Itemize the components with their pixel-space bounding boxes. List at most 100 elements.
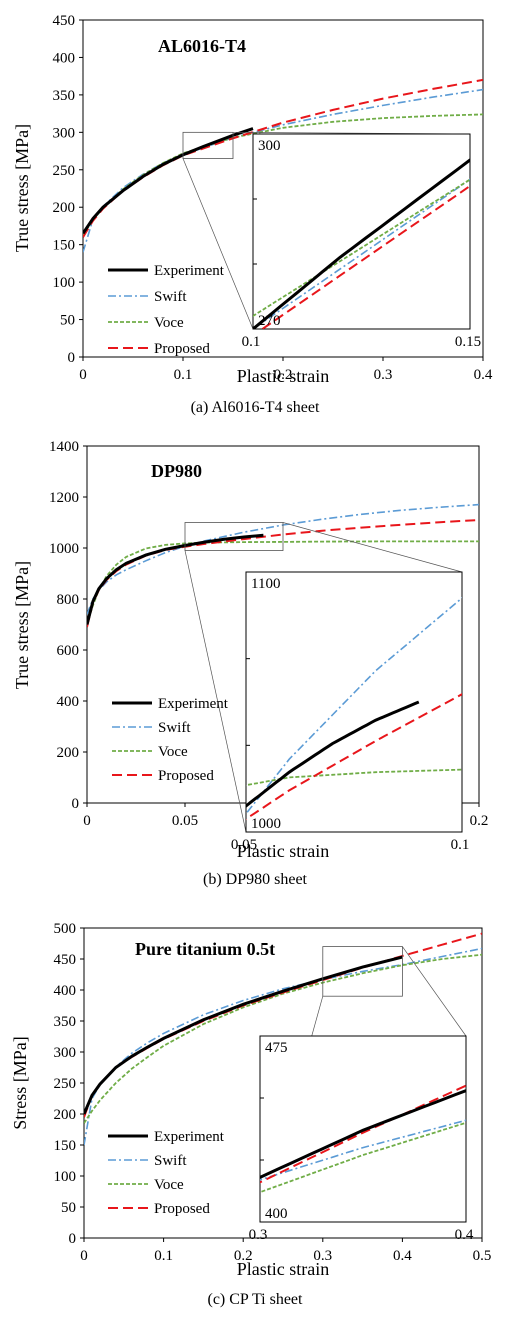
series-line-voce: [87, 540, 479, 625]
zoom-connector: [402, 946, 467, 1037]
y-tick-label: 500: [54, 921, 77, 937]
y-axis-label: True stress [MPa]: [12, 124, 32, 252]
legend-label-voce: Voce: [158, 744, 188, 760]
y-tick-label: 200: [53, 200, 76, 216]
y-tick-label: 0: [69, 1231, 77, 1247]
y-tick-label: 0: [68, 350, 76, 366]
y-tick-label: 350: [53, 88, 76, 104]
inset-series-line-swift: [246, 597, 462, 816]
inset-series-line-proposed: [260, 1084, 466, 1184]
inset-y-min-label: 270: [258, 313, 281, 329]
y-axis-label: True stress [MPa]: [12, 561, 32, 689]
y-tick-label: 600: [57, 643, 80, 659]
x-axis-label: Plastic strain: [237, 841, 330, 861]
y-tick-label: 200: [54, 1107, 77, 1123]
y-tick-label: 250: [54, 1076, 77, 1092]
inset-series-line-experiment: [253, 158, 470, 329]
chart-cp-ti: 0 50 100 150 200 250 300 350 400 450 500 0 0.1 0.2 0.3…: [10, 921, 491, 1308]
inset-y-max-label: 300: [258, 138, 281, 154]
y-axis-label: Stress [MPa]: [10, 1036, 30, 1130]
inset-series-line-experiment: [260, 1089, 466, 1180]
legend-label-experiment: Experiment: [158, 696, 229, 712]
inset-frame: [252, 133, 471, 330]
y-tick-label: 450: [53, 13, 76, 29]
inset-y-min-label: 1000: [251, 816, 281, 832]
x-tick-label: 0.1: [154, 1248, 173, 1264]
inset-series-line-voce: [253, 178, 470, 318]
inset-series-line-voce: [260, 1121, 466, 1194]
inset-series-line-voce: [246, 768, 462, 787]
x-tick-label: 0.3: [374, 367, 393, 383]
series-line-experiment: [87, 533, 264, 625]
legend-label-swift: Swift: [158, 720, 191, 736]
x-tick-label: 0.5: [473, 1248, 492, 1264]
inset-series-line-proposed: [246, 693, 462, 821]
zoom-connector: [182, 158, 254, 330]
x-tick-label: 0.3: [313, 1248, 332, 1264]
zoom-box: [322, 946, 403, 997]
inset-y-max-label: 475: [265, 1040, 288, 1056]
inset-frame: [245, 571, 463, 833]
chart-al6016: 0 50 100 150 200 250 300 350 400 450 0 0.1 0.2 0.3 0.4…: [12, 13, 493, 416]
y-tick-label: 0: [72, 796, 80, 812]
inset-x-min-label: 0.1: [242, 334, 261, 350]
legend-label-experiment: Experiment: [154, 1129, 225, 1145]
legend-label-swift: Swift: [154, 289, 187, 305]
x-tick-label: 0.4: [393, 1248, 412, 1264]
x-tick-label: 0.2: [234, 1248, 253, 1264]
y-tick-label: 1000: [49, 541, 79, 557]
legend-label-voce: Voce: [154, 315, 184, 331]
figure-caption: (c) CP Ti sheet: [208, 1291, 304, 1308]
legend-label-proposed: Proposed: [158, 768, 214, 784]
chart-title: Pure titanium 0.5t: [135, 939, 275, 959]
inset-x-max-label: 0.4: [455, 1227, 474, 1243]
y-tick-label: 800: [57, 592, 80, 608]
y-tick-label: 450: [54, 952, 77, 968]
y-tick-label: 50: [60, 313, 75, 329]
x-axis-label: Plastic strain: [237, 1259, 330, 1279]
y-tick-label: 200: [57, 745, 80, 761]
y-tick-label: 1200: [49, 490, 79, 506]
inset-y-min-label: 400: [265, 1206, 288, 1222]
inset-x-min-label: 0.3: [249, 1227, 268, 1243]
legend-label-proposed: Proposed: [154, 1201, 210, 1217]
y-tick-label: 400: [54, 983, 77, 999]
legend-label-swift: Swift: [154, 1153, 187, 1169]
legend-label-voce: Voce: [154, 1177, 184, 1193]
y-tick-label: 300: [54, 1045, 77, 1061]
x-tick-label: 0.2: [274, 367, 293, 383]
zoom-connector: [282, 522, 463, 573]
figure-caption: (b) DP980 sheet: [203, 871, 308, 888]
zoom-connector: [184, 550, 247, 833]
inset-series-line-swift: [253, 178, 470, 329]
x-tick-label: 0: [79, 367, 87, 383]
inset-series-line-experiment: [246, 700, 420, 809]
legend-label-experiment: Experiment: [154, 263, 225, 279]
legend-label-proposed: Proposed: [154, 341, 210, 357]
x-tick-label: 0.1: [174, 367, 193, 383]
y-tick-label: 250: [53, 163, 76, 179]
inset-x-max-label: 0.15: [455, 334, 481, 350]
x-tick-label: 0.4: [474, 367, 493, 383]
y-tick-label: 100: [54, 1169, 77, 1185]
x-tick-label: 0.05: [172, 813, 198, 829]
x-tick-label: 0.2: [470, 813, 489, 829]
chart-dp980: 020040060080010001200140000.050.10.150.2…: [12, 439, 489, 888]
zoom-box: [182, 131, 234, 159]
inset-x-max-label: 0.1: [451, 837, 470, 853]
y-tick-label: 400: [57, 694, 80, 710]
y-tick-label: 50: [61, 1200, 76, 1216]
y-tick-label: 150: [54, 1138, 77, 1154]
x-axis-label: Plastic strain: [237, 366, 330, 386]
x-tick-label: 0: [83, 813, 91, 829]
y-tick-label: 300: [53, 125, 76, 141]
chart-title: AL6016-T4: [158, 36, 246, 56]
inset-series-line-proposed: [260, 184, 470, 329]
chart-title: DP980: [151, 461, 202, 481]
zoom-box: [184, 522, 284, 551]
y-tick-label: 1400: [49, 439, 79, 455]
y-tick-label: 100: [53, 275, 76, 291]
inset-y-max-label: 1100: [251, 576, 280, 592]
inset-x-min-label: 0.05: [231, 837, 257, 853]
